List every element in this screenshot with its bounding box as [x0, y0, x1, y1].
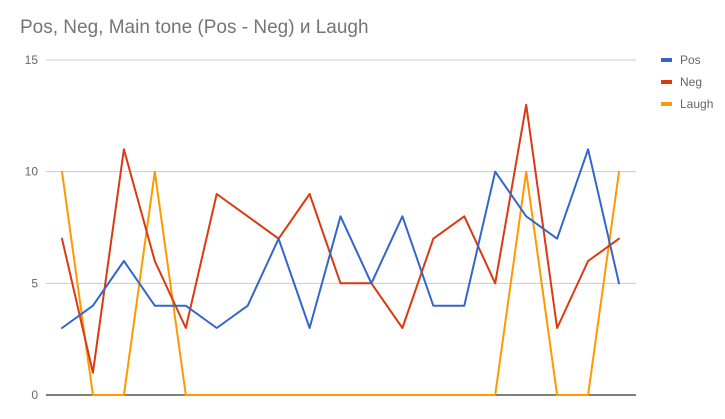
y-tick-label: 10: [25, 165, 39, 179]
legend: Pos Neg Laugh: [661, 53, 713, 111]
legend-label-neg: Neg: [680, 75, 702, 89]
series-line-pos: [61, 148, 620, 329]
chart-title: Pos, Neg, Main tone (Pos - Neg) и Laugh: [20, 17, 369, 38]
y-tick-label: 0: [31, 388, 38, 402]
legend-label-laugh: Laugh: [680, 97, 713, 111]
y-axis-ticks: 0 5 10 15: [25, 53, 39, 402]
series-line-neg: [61, 103, 620, 374]
series-lines: [61, 103, 620, 396]
y-tick-label: 15: [25, 53, 39, 67]
y-tick-label: 5: [31, 276, 38, 290]
series-line-laugh: [61, 170, 620, 396]
gridlines: [46, 59, 636, 396]
legend-label-pos: Pos: [680, 53, 701, 67]
